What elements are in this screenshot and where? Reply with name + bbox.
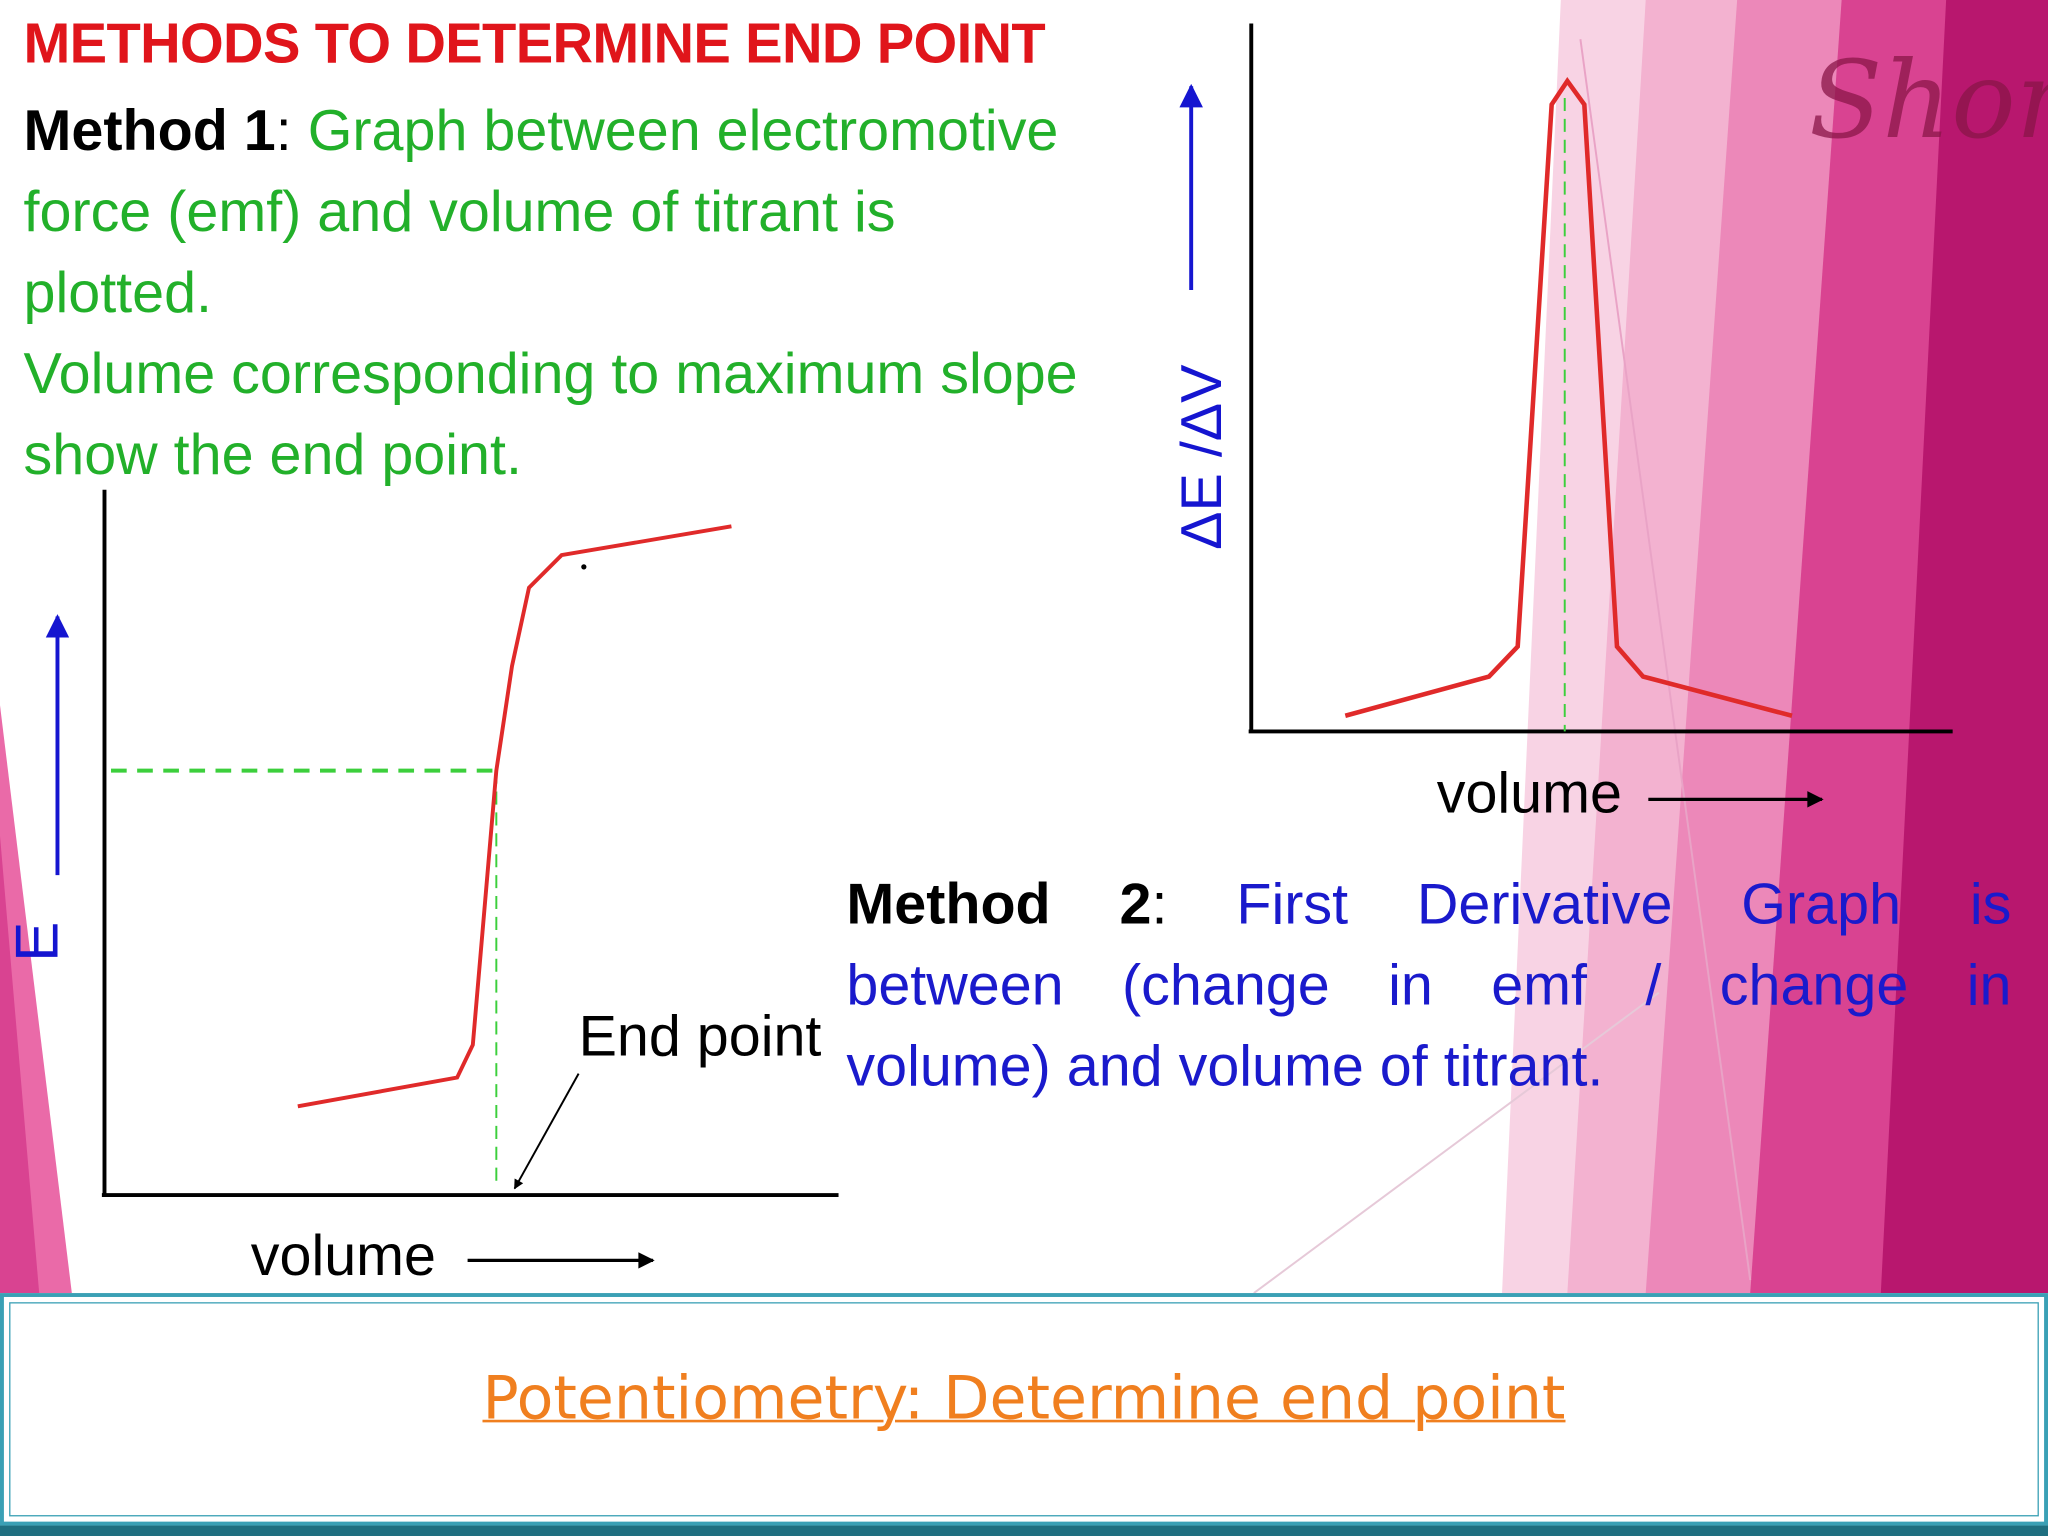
footer-title[interactable]: Potentiometry: Determine end point [482, 1362, 1566, 1433]
bg-shape [1880, 0, 2048, 1294]
text-line: between (change in emf / change in [846, 953, 2012, 1018]
text-line: plotted. [23, 261, 213, 326]
text-line: force (emf) and volume of titrant is [23, 180, 896, 245]
colon: : [1151, 872, 1168, 937]
x-label: volume [251, 1224, 436, 1288]
text: First Derivative Graph is [1236, 872, 2012, 937]
bg-shape [0, 835, 40, 1294]
titration-curve [297, 524, 732, 1109]
annotation: End point [579, 1004, 822, 1068]
watermark: Shom [1809, 39, 2048, 163]
text-line: volume) and volume of titrant. [846, 1034, 1604, 1099]
dot [581, 564, 587, 570]
text-line: Volume corresponding to maximum slope [23, 342, 1078, 407]
pointer-arrow [513, 1073, 580, 1190]
footer-frame [9, 1302, 2039, 1517]
bg-line [1579, 39, 1752, 1281]
y-label: E [3, 922, 70, 962]
method-label: Method 1 [23, 99, 276, 164]
footer: Potentiometry: Determine end point [0, 1293, 2048, 1526]
method2: Method 2: First Derivative Graph is betw… [846, 865, 2011, 1108]
text-line: show the end point. [23, 423, 522, 488]
text: Graph between electromotive [307, 99, 1059, 164]
derivative-curve [1344, 76, 1793, 718]
y-label: ΔE /ΔV [1170, 364, 1234, 550]
method-label: Method 2 [846, 872, 1152, 937]
x-label: volume [1437, 761, 1622, 825]
bg-line [1253, 991, 1660, 1294]
colon: : [275, 99, 292, 164]
bottom-strip [0, 1525, 2048, 1536]
text-line: Method 1: Graph between electromotive [24, 91, 1078, 172]
method1: Method 1: Graph between electromotive fo… [24, 91, 1078, 496]
text-line: Method 2: First Derivative Graph is [846, 865, 2011, 946]
title: METHODS TO DETERMINE END POINT [23, 13, 1046, 76]
